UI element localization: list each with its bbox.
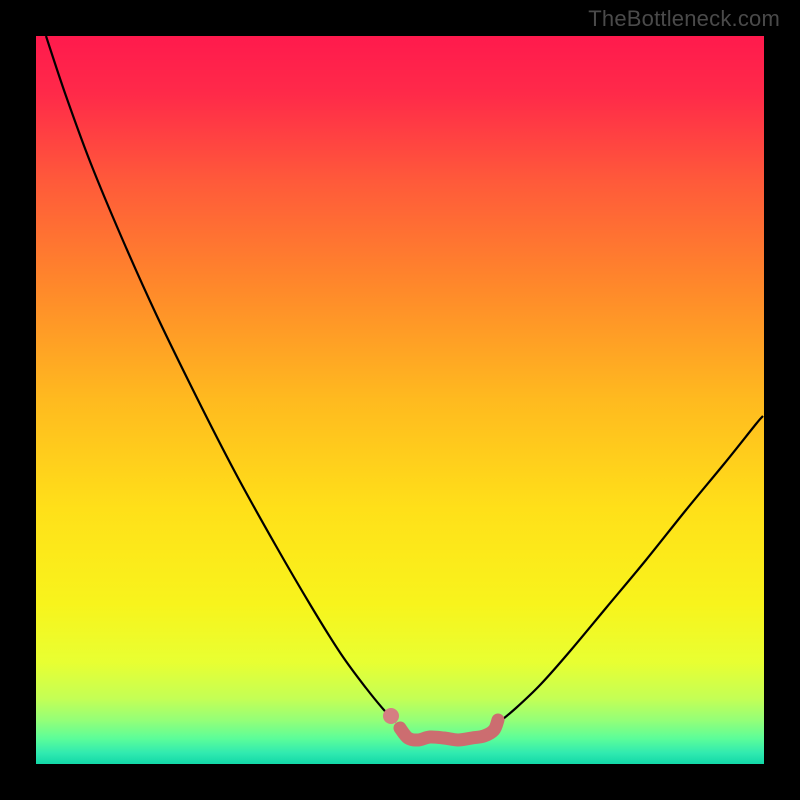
plot-area: [36, 36, 764, 764]
right-curve: [498, 416, 763, 723]
watermark-label: TheBottleneck.com: [588, 6, 780, 32]
left-curve: [46, 36, 396, 722]
trough-squiggle: [400, 720, 498, 740]
curve-layer: [36, 36, 764, 764]
trough-dot: [383, 708, 399, 724]
chart-frame: TheBottleneck.com: [0, 0, 800, 800]
